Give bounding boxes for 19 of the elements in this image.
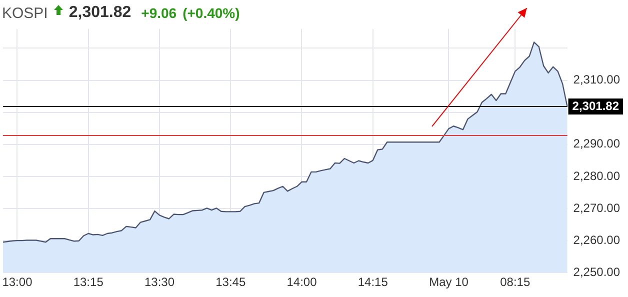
x-tick-label: 14:00 [286,275,318,290]
y-tick-label: 2,260.00 [573,232,620,247]
text: (+0.40%) [182,5,240,21]
chart-title: KOSPI [2,4,48,22]
text: +9.06 [141,5,177,21]
x-tick-label: May 10 [429,275,469,290]
y-tick-label: 2,290.00 [573,136,620,151]
x-tick-label: 13:00 [2,275,33,290]
y-tick-label: 2,270.00 [573,200,620,215]
y-tick-label: 2,310.00 [573,72,620,87]
x-tick-label: 14:15 [358,275,388,290]
y-tick-label: 2,280.00 [573,168,620,183]
text: 2,301.82 [68,4,132,22]
x-tick-label: 13:30 [144,275,175,290]
x-tick-label: 08:15 [500,275,530,290]
ref-line-label: 2,301.82 [572,98,620,113]
x-tick-label: 13:15 [73,275,104,290]
x-tick-label: 13:45 [216,275,246,290]
y-tick-label: 2,250.00 [573,264,620,279]
